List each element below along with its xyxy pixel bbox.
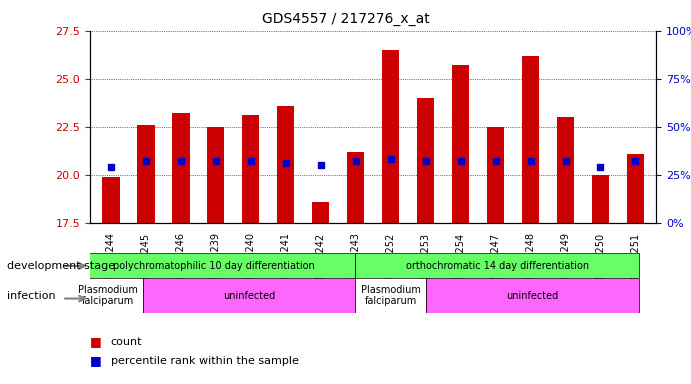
FancyBboxPatch shape xyxy=(355,278,426,313)
Bar xyxy=(382,50,399,223)
Bar xyxy=(522,56,539,223)
Text: development stage: development stage xyxy=(7,261,115,271)
FancyBboxPatch shape xyxy=(72,278,143,313)
Bar xyxy=(207,127,225,223)
Bar xyxy=(102,177,120,223)
Text: orthochromatic 14 day differentiation: orthochromatic 14 day differentiation xyxy=(406,261,589,271)
Bar xyxy=(591,175,609,223)
Bar xyxy=(487,127,504,223)
Text: GDS4557 / 217276_x_at: GDS4557 / 217276_x_at xyxy=(262,12,429,25)
Text: percentile rank within the sample: percentile rank within the sample xyxy=(111,356,299,366)
Text: uninfected: uninfected xyxy=(223,291,275,301)
Bar xyxy=(137,125,155,223)
Text: count: count xyxy=(111,337,142,347)
FancyBboxPatch shape xyxy=(72,253,355,278)
FancyBboxPatch shape xyxy=(426,278,638,313)
Bar xyxy=(417,98,435,223)
Bar xyxy=(347,152,364,223)
Text: Plasmodium
falciparum: Plasmodium falciparum xyxy=(77,285,138,306)
Bar xyxy=(627,154,644,223)
Bar xyxy=(312,202,330,223)
Text: uninfected: uninfected xyxy=(507,291,558,301)
Bar xyxy=(172,113,189,223)
Text: infection: infection xyxy=(7,291,55,301)
Text: ■: ■ xyxy=(90,335,102,348)
Bar xyxy=(277,106,294,223)
Text: Plasmodium
falciparum: Plasmodium falciparum xyxy=(361,285,421,306)
Bar xyxy=(557,117,574,223)
Text: polychromatophilic 10 day differentiation: polychromatophilic 10 day differentiatio… xyxy=(113,261,314,271)
FancyBboxPatch shape xyxy=(143,278,355,313)
FancyBboxPatch shape xyxy=(355,253,638,278)
Text: ■: ■ xyxy=(90,354,102,367)
Bar xyxy=(452,65,469,223)
Bar xyxy=(242,115,259,223)
